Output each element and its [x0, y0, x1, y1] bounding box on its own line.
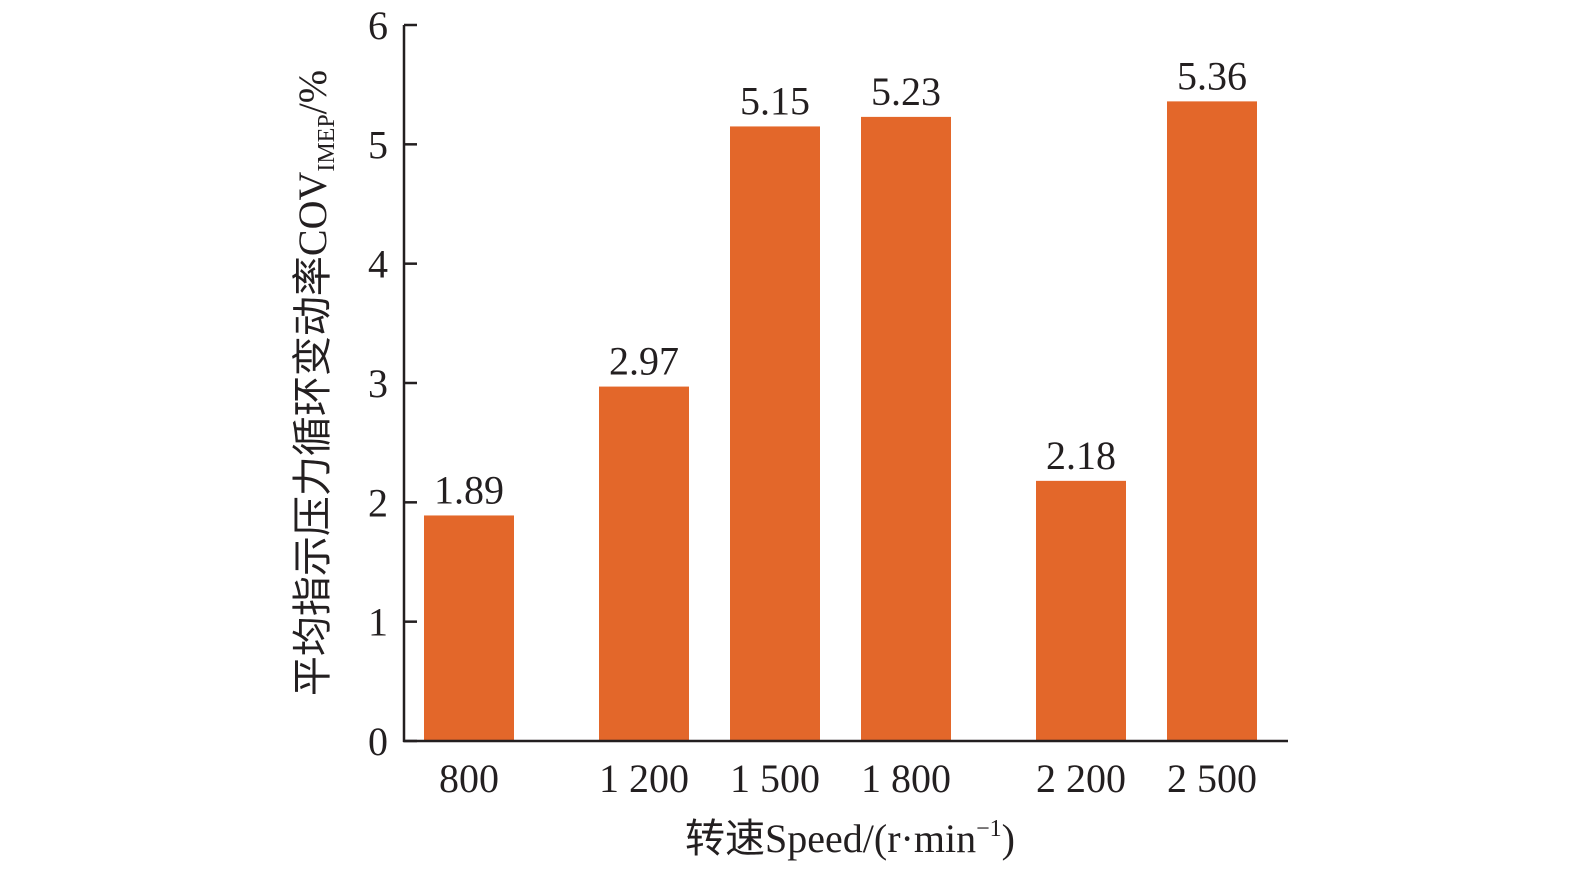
y-tick-label-6: 6	[368, 3, 388, 48]
bar-5	[1036, 480, 1126, 741]
data-label-3: 5.15	[740, 78, 810, 123]
y-tick-label-0: 0	[368, 719, 388, 764]
bar-6	[1167, 101, 1257, 741]
bar-2	[599, 386, 689, 741]
x-axis-title: 转速Speed/(r·min−1)	[685, 816, 1015, 861]
y-ticks-layer: 0 1 2 3 4 5 6	[368, 3, 417, 764]
bar-3	[730, 126, 820, 741]
y-tick-label-4: 4	[368, 242, 388, 287]
x-tick-label-4: 1 800	[861, 756, 951, 801]
y-axis-title-subscript: IMEP	[314, 114, 340, 171]
y-axis-title: 平均指示压力循环变动率COVIMEP/%	[290, 70, 340, 696]
data-label-4: 5.23	[871, 69, 941, 114]
y-axis-title-main: 平均指示压力循环变动率COV	[290, 172, 335, 697]
bars-layer	[424, 101, 1257, 742]
x-axis-title-superscript: −1	[976, 816, 1002, 842]
y-tick-label-5: 5	[368, 122, 388, 167]
y-tick-label-2: 2	[368, 480, 388, 525]
y-tick-label-1: 1	[368, 600, 388, 645]
y-axis-title-suffix: /%	[290, 70, 335, 114]
x-axis-title-suffix: )	[1002, 816, 1015, 861]
x-tick-label-5: 2 200	[1036, 756, 1126, 801]
data-labels-layer: 1.89 2.97 5.15 5.23 2.18 5.36	[434, 53, 1247, 512]
axes-layer	[402, 25, 1288, 743]
data-label-1: 1.89	[434, 467, 504, 512]
data-label-6: 5.36	[1177, 53, 1247, 98]
x-axis-title-main: 转速Speed/(r·min	[685, 816, 976, 861]
x-tick-label-1: 800	[439, 756, 499, 801]
x-tick-label-6: 2 500	[1167, 756, 1257, 801]
x-tick-label-3: 1 500	[730, 756, 820, 801]
bar-1	[424, 515, 514, 741]
data-label-2: 2.97	[609, 339, 679, 384]
x-tick-label-2: 1 200	[599, 756, 689, 801]
data-label-5: 2.18	[1046, 433, 1116, 478]
x-ticks-layer: 800 1 200 1 500 1 800 2 200 2 500	[439, 756, 1257, 801]
y-tick-label-3: 3	[368, 361, 388, 406]
bar-4	[861, 116, 951, 742]
